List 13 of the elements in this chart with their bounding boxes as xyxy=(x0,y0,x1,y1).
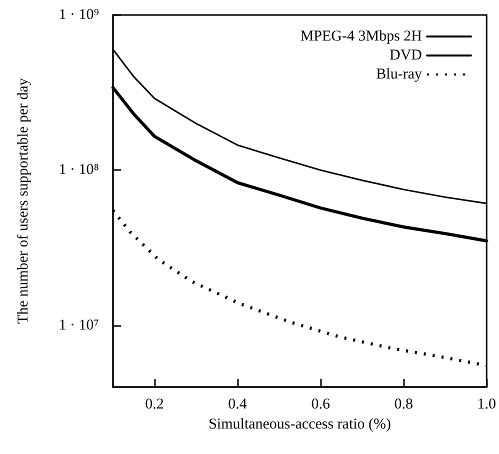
x-tick-label: 0.4 xyxy=(228,396,248,412)
x-tick-label: 0.8 xyxy=(394,396,413,412)
legend-label: DVD xyxy=(390,48,422,64)
x-tick-label: 0.6 xyxy=(311,396,330,412)
y-tick-label: 1 · 10⁸ xyxy=(58,162,99,178)
x-tick-label: 1.0 xyxy=(477,396,496,412)
legend-label: Blu-ray xyxy=(376,66,422,82)
legend-label: MPEG-4 3Mbps 2H xyxy=(300,28,422,44)
x-tick-label: 0.2 xyxy=(145,396,164,412)
y-axis-title: The number of users supportable per day xyxy=(16,78,32,324)
x-axis-title: Simultaneous-access ratio (%) xyxy=(208,416,392,432)
y-tick-label: 1 · 10⁷ xyxy=(58,317,99,334)
y-tick-label: 1 · 10⁹ xyxy=(58,7,99,23)
